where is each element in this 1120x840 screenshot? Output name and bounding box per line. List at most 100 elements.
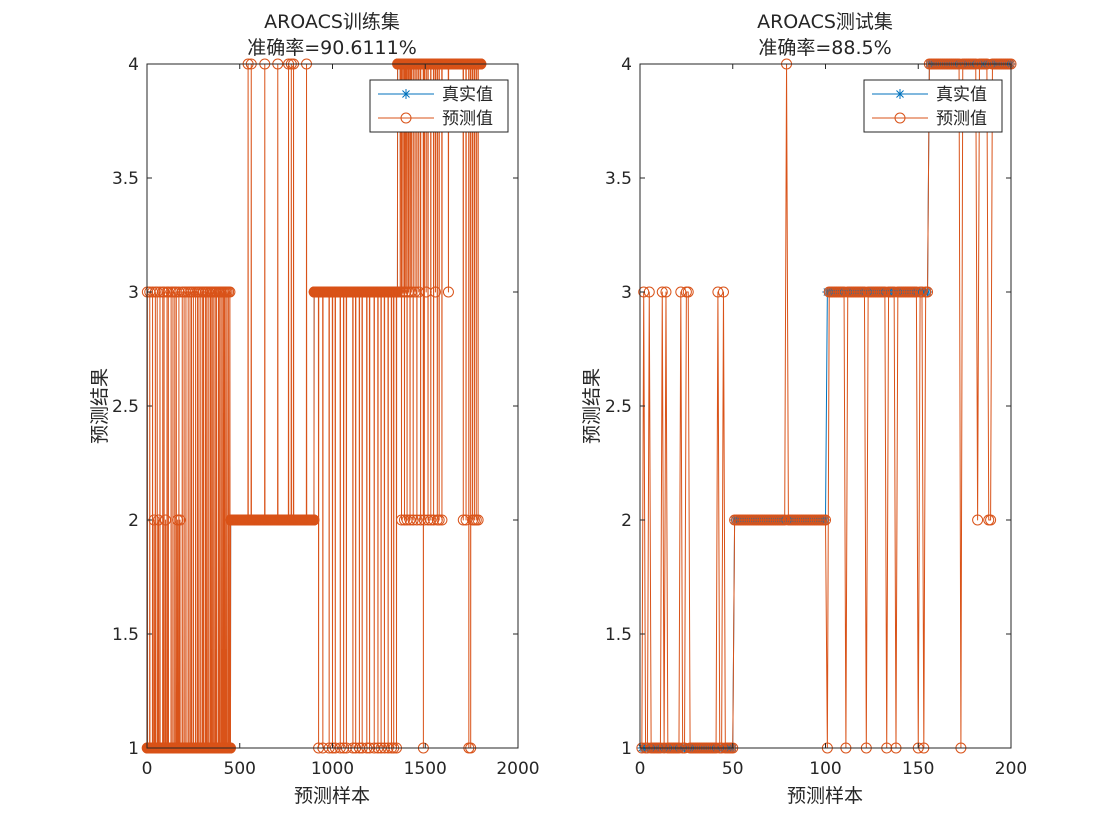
- train-x-tick-label: 0: [142, 759, 153, 779]
- train-pred-point: [397, 286, 409, 298]
- test-legend-marker-true: [895, 89, 905, 99]
- test-pred-point: [858, 286, 870, 298]
- train-y-tick-label: 4: [128, 55, 139, 75]
- train-pred-point: [158, 286, 170, 298]
- test-y-tick-label: 2: [621, 511, 632, 531]
- train-pred-point: [308, 514, 320, 526]
- train-pred-point: [429, 286, 441, 298]
- train-chart-panel: AROACS训练集 准确率=90.6111% 预测样本 预测结果 0 500 100…: [89, 11, 540, 807]
- train-legend-label-true: 真实值: [442, 85, 493, 105]
- train-pred-point: [162, 286, 174, 298]
- train-pred-point: [394, 286, 406, 298]
- test-y-tick-label: 1.5: [605, 625, 632, 645]
- train-legend-marker-pred: [400, 112, 412, 124]
- test-x-tick-label: 200: [995, 759, 1027, 779]
- train-y-tick-label: 3: [128, 283, 139, 303]
- train-pred-point: [428, 514, 440, 526]
- test-chart-title: AROACS测试集: [757, 11, 893, 33]
- test-pred-point: [910, 286, 922, 298]
- test-x-tick-label: 100: [809, 759, 841, 779]
- train-pred-point: [472, 514, 484, 526]
- test-legend-marker-pred: [894, 112, 906, 124]
- train-pred-point: [224, 286, 236, 298]
- train-y-tick-label: 2.5: [112, 397, 139, 417]
- train-pred-point: [154, 286, 166, 298]
- train-pred-point: [422, 514, 434, 526]
- train-y-tick-label: 1: [128, 739, 139, 759]
- train-pred-point: [442, 286, 454, 298]
- test-x-axis-title: 预测样本: [787, 785, 863, 807]
- test-pred-point: [820, 514, 831, 526]
- train-pred-point: [160, 514, 172, 526]
- train-pred-point: [409, 286, 421, 298]
- train-pred-point: [400, 286, 412, 298]
- test-pred-point: [675, 286, 687, 298]
- train-pred-point: [396, 514, 408, 526]
- train-x-axis-title: 预测样本: [294, 785, 370, 807]
- train-legend-label-pred: 预测值: [442, 109, 493, 129]
- train-y-tick-label: 1.5: [112, 625, 139, 645]
- test-chart-subtitle: 准确率=88.5%: [758, 37, 891, 59]
- test-legend-label-pred: 预测值: [936, 109, 987, 129]
- train-pred-point: [174, 514, 186, 526]
- train-pred-point: [457, 514, 469, 526]
- train-chart-title: AROACS训练集: [264, 11, 400, 33]
- test-pred-point: [888, 286, 900, 298]
- test-y-tick-label: 2.5: [605, 397, 632, 417]
- test-pred-point: [922, 286, 934, 298]
- train-chart-subtitle: 准确率=90.6111%: [247, 37, 417, 59]
- train-pred-point: [436, 514, 448, 526]
- train-pred-point: [391, 286, 403, 298]
- train-series-pred: [141, 58, 487, 754]
- test-pred-point: [916, 286, 928, 298]
- train-pred-point: [172, 514, 184, 526]
- test-pred-point: [638, 286, 650, 298]
- test-pred-point: [712, 286, 724, 298]
- test-x-tick-label: 150: [902, 759, 934, 779]
- test-pred-point: [656, 286, 668, 298]
- train-pred-point: [405, 286, 417, 298]
- test-legend-label-true: 真实值: [936, 85, 987, 105]
- train-pred-point: [398, 514, 410, 526]
- train-y-tick-label: 3.5: [112, 169, 139, 189]
- train-pred-point: [407, 514, 419, 526]
- train-pred-point: [404, 514, 416, 526]
- test-x-tick-label: 0: [635, 759, 646, 779]
- test-pred-point: [779, 514, 791, 526]
- test-pred-point: [879, 286, 891, 298]
- test-pred-point: [985, 514, 997, 526]
- test-y-tick-label: 3: [621, 283, 632, 303]
- train-pred-point: [425, 514, 437, 526]
- train-pred-point: [420, 286, 432, 298]
- test-pred-point: [972, 514, 984, 526]
- test-x-tick-label: 50: [722, 759, 744, 779]
- test-legend-box: [863, 79, 1003, 133]
- train-pred-point: [173, 286, 185, 298]
- test-axes: 0 50 100 150 200 1 1.5 2 2.5 3 3.5 4: [605, 55, 1027, 779]
- train-pred-point: [433, 514, 445, 526]
- train-pred-point: [413, 286, 425, 298]
- train-pred-point: [418, 514, 430, 526]
- test-pred-point: [660, 286, 672, 298]
- train-pred-point: [153, 514, 164, 526]
- train-pred-point: [411, 514, 423, 526]
- train-legend-box: [369, 79, 509, 133]
- test-y-tick-label: 1: [621, 739, 632, 759]
- train-y-tick-label: 2: [128, 511, 139, 531]
- test-y-axis-title: 预测结果: [581, 368, 603, 444]
- train-legend-marker-true: [401, 89, 411, 99]
- train-y-axis-title: 预测结果: [89, 368, 111, 444]
- test-pred-point: [717, 286, 729, 298]
- train-x-tick-label: 500: [224, 759, 256, 779]
- test-pred-point: [838, 286, 850, 298]
- train-x-tick-label: 1500: [404, 759, 447, 779]
- test-chart-panel: AROACS测试集 准确率=88.5% 预测样本 预测结果 0 50 100 150 2…: [581, 11, 1027, 807]
- train-x-tick-label: 1000: [311, 759, 354, 779]
- test-y-tick-label: 4: [621, 55, 632, 75]
- test-pred-point: [682, 286, 694, 298]
- train-x-tick-label: 2000: [496, 759, 539, 779]
